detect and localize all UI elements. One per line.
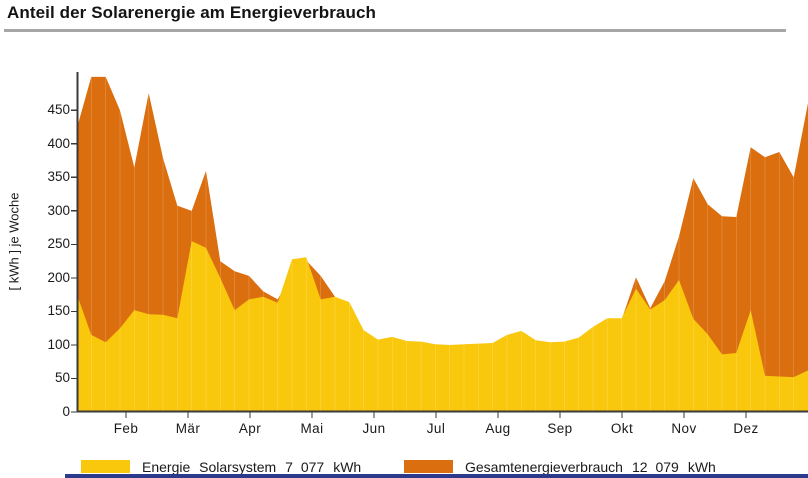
legend-value-solar: 7 077: [285, 458, 325, 475]
legend-unit-solar: kWh: [333, 458, 362, 475]
y-tick-label: 450: [47, 102, 70, 118]
x-tick-label: Jul: [426, 421, 446, 436]
y-tick-label: 300: [47, 202, 70, 218]
bottom-divider-bar: [65, 474, 808, 478]
legend-value-total: 12 079: [631, 458, 679, 475]
legend-swatch-solar: [81, 460, 130, 473]
x-tick-label: Okt: [610, 421, 634, 436]
y-tick-label: 150: [47, 303, 70, 319]
area-energie-solarsystem: [77, 241, 808, 412]
legend-swatch-total: [404, 460, 453, 473]
x-tick-label: Dez: [733, 421, 759, 436]
x-tick-label: Apr: [238, 421, 262, 436]
legend-label-solar: Energie Solarsystem: [142, 458, 277, 475]
legend-label-total: Gesamtenergieverbrauch: [465, 458, 623, 475]
y-tick-label: 200: [47, 269, 70, 285]
x-tick-label: Sep: [547, 421, 573, 436]
x-tick-label: Mär: [175, 421, 201, 436]
legend-item-total: Gesamtenergieverbrauch 12 079 kWh: [404, 458, 716, 475]
legend: Energie Solarsystem 7 077 kWh Gesamtener…: [0, 458, 808, 475]
x-tick-label: Mai: [300, 421, 324, 436]
x-tick-label: Jun: [362, 421, 386, 436]
y-axis-title: [ kWh ] je Woche: [6, 192, 22, 291]
title-underline: [4, 29, 786, 32]
y-tick-label: 50: [54, 370, 70, 386]
area-chart: [71, 72, 808, 418]
x-tick-label: Aug: [485, 421, 511, 436]
x-tick-label: Nov: [671, 421, 697, 436]
legend-item-solar: Energie Solarsystem 7 077 kWh: [81, 458, 361, 475]
page-title: Anteil der Solarenergie am Energieverbra…: [7, 3, 376, 22]
y-tick-label: 100: [47, 336, 70, 352]
y-tick-label: 250: [47, 236, 70, 252]
y-tick-label: 0: [62, 404, 70, 419]
y-tick-label: 400: [47, 135, 70, 151]
legend-unit-total: kWh: [687, 458, 716, 475]
y-tick-label: 350: [47, 169, 70, 185]
x-tick-label: Feb: [113, 421, 139, 436]
